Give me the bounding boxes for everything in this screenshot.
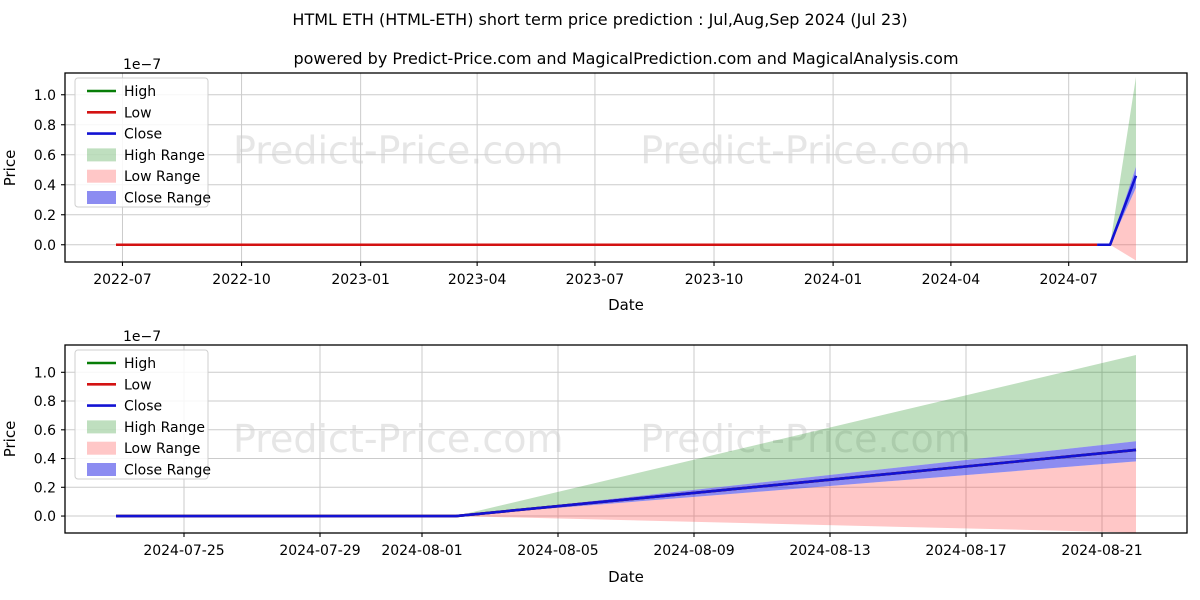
chart-history-subtitle: powered by Predict-Price.com and Magical… [293, 49, 958, 68]
y-tick-label: 0.2 [34, 208, 56, 224]
x-tick-label: 2024-07 [1039, 272, 1098, 288]
watermark-text: Predict-Price.com [640, 417, 971, 461]
y-tick-label: 0.0 [34, 238, 56, 254]
x-tick-label: 2024-07-25 [143, 543, 224, 559]
chart-prediction: Predict-Price.com Predict-Price.com 2024-0… [34, 344, 1188, 559]
chart-history: Predict-Price.com Predict-Price.com 2022-0… [34, 72, 1188, 288]
chart-prediction-ylabel: Price [1, 421, 19, 458]
band-high-range [116, 355, 1136, 517]
legend: High Low Close High Range Low Range Close Ran… [74, 349, 211, 480]
legend-entry-label: Close Range [124, 191, 211, 207]
figure-title: HTML ETH (HTML-ETH) short term price pre… [292, 10, 907, 29]
watermark-text: Predict-Price.com [640, 128, 971, 172]
legend-entry-label: High Range [124, 420, 205, 436]
x-tick-label: 2024-08-13 [789, 543, 870, 559]
chart-history-ylabel: Price [1, 150, 19, 187]
legend-box [74, 77, 209, 208]
legend-swatch-fill [87, 169, 116, 183]
watermark-text: Predict-Price.com [233, 128, 564, 172]
chart-prediction-xlabel: Date [608, 568, 644, 586]
x-tick-label: 2024-07-29 [279, 543, 360, 559]
x-tick-label: 2024-01 [804, 272, 863, 288]
x-tick-label: 2023-07 [566, 272, 625, 288]
y-tick-label: 0.2 [34, 480, 56, 496]
band-high-range [1097, 76, 1136, 245]
x-tick-label: 2023-04 [448, 272, 507, 288]
y-tick-label: 1.0 [34, 88, 56, 104]
y-tick-label: 0.0 [34, 509, 56, 525]
x-tick-label: 2024-04 [922, 272, 981, 288]
x-tick-label: 2023-01 [331, 272, 390, 288]
y-tick-label: 1.0 [34, 365, 56, 381]
y-tick-label: 0.8 [34, 118, 56, 134]
band-low-range [116, 461, 1136, 533]
chart-prediction-y-offset-label: 1e−7 [123, 329, 161, 345]
y-tick-label: 0.8 [34, 394, 56, 410]
legend-entry-label: Close Range [124, 463, 211, 479]
legend-swatch-fill [87, 420, 116, 434]
legend-swatch-fill [87, 463, 116, 476]
legend-entry-label: High [124, 84, 156, 100]
series-line-close [1097, 175, 1138, 247]
y-tick-label: 0.4 [34, 178, 56, 194]
axes-border [64, 344, 1188, 534]
legend: High Low Close High Range Low Range Close Ran… [74, 77, 211, 208]
y-tick-label: 0.6 [34, 148, 56, 164]
chart-history-xlabel: Date [608, 296, 644, 314]
legend-entry-label: Low Range [124, 441, 200, 457]
x-tick-label: 2022-10 [212, 272, 271, 288]
x-tick-label: 2024-08-05 [517, 543, 598, 559]
axes-border [64, 72, 1188, 263]
series-line-close [116, 448, 1137, 518]
x-tick-label: 2022-07 [93, 272, 152, 288]
x-tick-label: 2024-08-17 [925, 543, 1006, 559]
x-tick-label: 2024-08-21 [1061, 543, 1142, 559]
x-tick-label: 2023-10 [685, 272, 744, 288]
legend-entry-label: High Range [124, 148, 205, 164]
legend-entry-label: Close [124, 127, 162, 143]
chart-history-y-offset-label: 1e−7 [123, 57, 161, 73]
legend-swatch-fill [87, 148, 116, 162]
x-tick-label: 2024-08-09 [653, 543, 734, 559]
legend-swatch-fill [87, 191, 116, 204]
legend-swatch-fill [87, 441, 116, 455]
x-tick-label: 2024-08-01 [381, 543, 462, 559]
y-tick-label: 0.6 [34, 423, 56, 439]
legend-entry-label: Low Range [124, 169, 200, 185]
legend-entry-label: Close [124, 399, 162, 415]
legend-entry-label: Low [124, 105, 152, 121]
legend-box [74, 349, 209, 480]
legend-entry-label: High [124, 356, 156, 372]
watermark-text: Predict-Price.com [233, 417, 564, 461]
legend-entry-label: Low [124, 377, 152, 393]
band-close-range [116, 441, 1136, 517]
y-tick-label: 0.4 [34, 452, 56, 468]
band-low-range [1097, 187, 1136, 261]
